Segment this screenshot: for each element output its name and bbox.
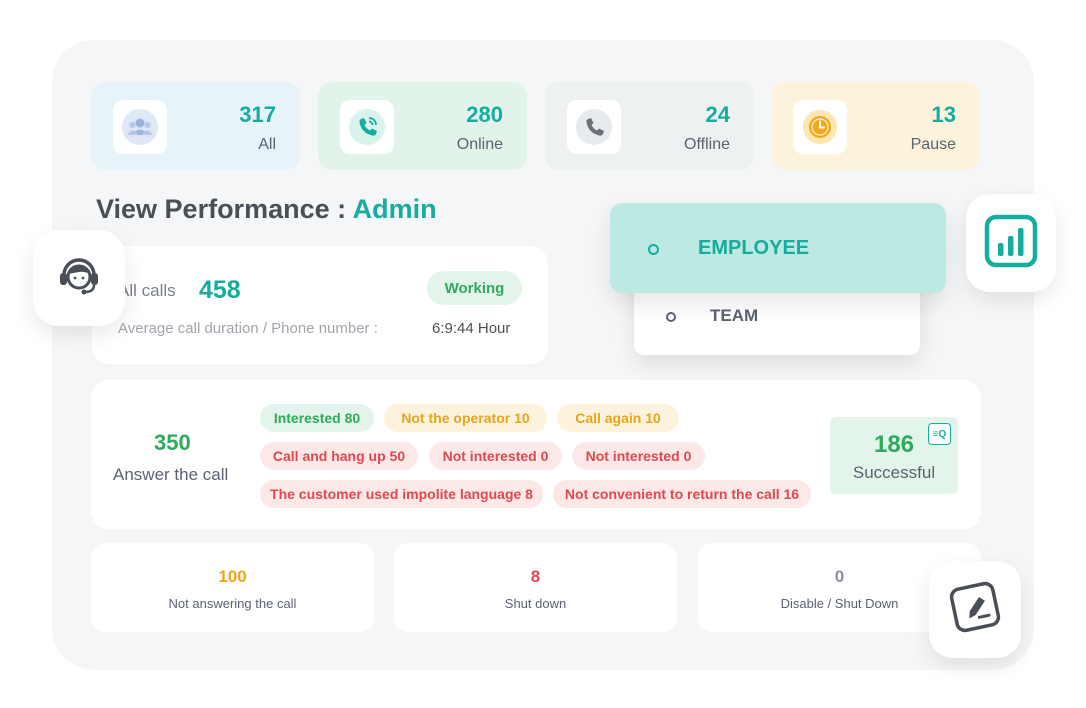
phone-ringing-icon (340, 100, 394, 154)
disable-count: 0 (834, 567, 845, 586)
title-role: Admin (352, 194, 437, 224)
not-answering-count: 100 (218, 567, 247, 586)
calls-label: All calls (118, 281, 176, 300)
avg-duration-value: 6:9:44 Hour (432, 320, 511, 337)
calls-count: 458 (199, 276, 241, 304)
shut-down-label: Shut down (504, 596, 567, 611)
tag-call-again[interactable]: Call again 10 (557, 404, 679, 432)
edit-pen-icon (945, 577, 1005, 642)
tag-not-interested[interactable]: Not interested 0 (429, 442, 562, 470)
analytics-badge (966, 194, 1056, 292)
answer-call-card: 350 Answer the call Interested 80 Not th… (91, 380, 981, 529)
stat-card-online[interactable]: 280 Online (318, 82, 527, 170)
list-search-icon[interactable]: ≡Q (928, 423, 951, 445)
scope-label-team: TEAM (710, 306, 759, 325)
tag-interested[interactable]: Interested 80 (260, 404, 374, 432)
disable-label: Disable / Shut Down (780, 596, 899, 611)
tag-not-convenient[interactable]: Not convenient to return the call 16 (553, 480, 811, 508)
tag-impolite-language[interactable]: The customer used impolite language 8 (260, 480, 543, 508)
clock-icon (793, 100, 847, 154)
not-answering-card: 100 Not answering the call (91, 543, 374, 632)
stat-value: 24 (705, 102, 730, 127)
support-agent-badge (33, 230, 125, 326)
title-prefix: View Performance : (96, 194, 353, 224)
scope-option-employee[interactable]: EMPLOYEE (610, 203, 946, 293)
stat-label: All (258, 136, 276, 153)
calls-summary-card: All calls 458 Working Average call durat… (92, 246, 548, 364)
stat-label: Offline (684, 136, 730, 153)
radio-dot (666, 312, 676, 322)
page-title: View Performance : Admin (96, 194, 437, 225)
stat-value: 317 (239, 102, 276, 127)
successful-box: 186 Successful ≡Q (830, 417, 958, 494)
stat-card-all[interactable]: 317 All (91, 82, 300, 170)
people-icon (113, 100, 167, 154)
phone-icon (567, 100, 621, 154)
headset-agent-icon (55, 252, 103, 305)
successful-count: 186 (873, 431, 915, 458)
radio-dot (648, 244, 659, 255)
status-badge: Working (427, 271, 522, 305)
successful-label: Successful (852, 463, 936, 482)
shut-down-card: 8 Shut down (394, 543, 677, 632)
answer-label: Answer the call (113, 465, 229, 484)
tag-not-operator[interactable]: Not the operator 10 (384, 404, 547, 432)
not-answering-label: Not answering the call (168, 596, 297, 611)
bar-chart-icon (982, 212, 1040, 275)
edit-badge (929, 561, 1021, 658)
stat-value: 280 (466, 102, 503, 127)
tag-call-hang-up[interactable]: Call and hang up 50 (260, 442, 418, 470)
answer-count: 350 (154, 430, 191, 455)
stat-card-pause[interactable]: 13 Pause (771, 82, 980, 170)
stat-card-offline[interactable]: 24 Offline (545, 82, 754, 170)
tag-not-interested[interactable]: Not interested 0 (572, 442, 705, 470)
stat-value: 13 (931, 102, 956, 127)
avg-duration-label: Average call duration / Phone number : (118, 320, 378, 337)
shut-down-count: 8 (530, 567, 541, 586)
stat-label: Pause (910, 136, 956, 153)
scope-label-employee: EMPLOYEE (698, 237, 810, 259)
stat-label: Online (456, 136, 503, 153)
